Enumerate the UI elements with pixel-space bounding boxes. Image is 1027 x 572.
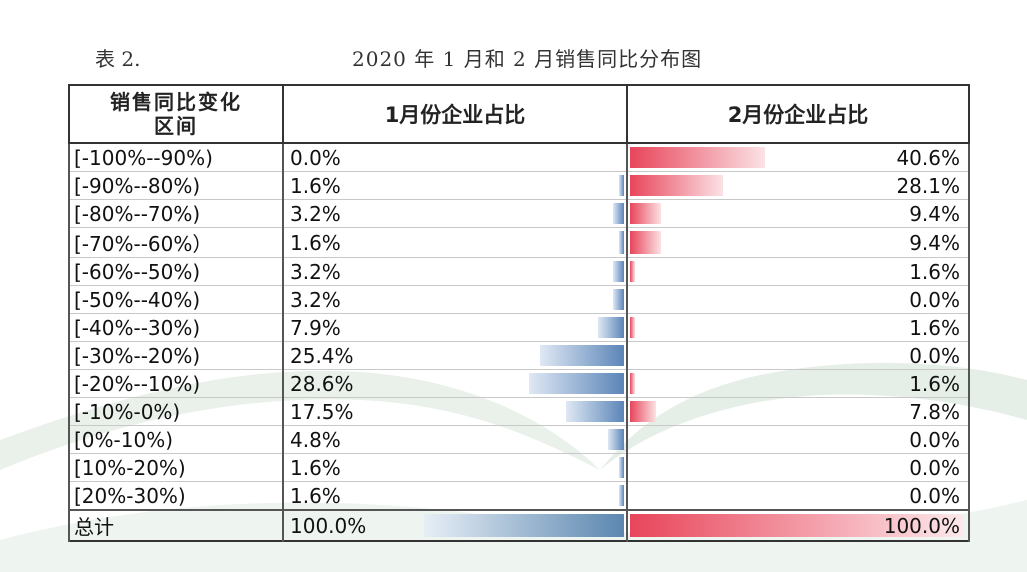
feb-share-cell: 1.6% <box>626 257 970 286</box>
table-row: [-40%--30%) 7.9% 1.6% <box>68 313 970 342</box>
range-cell: [-40%--30%) <box>68 313 284 342</box>
jan-share-cell: 3.2% <box>282 199 628 228</box>
jan-share-bar <box>613 289 624 310</box>
table-row: [-50%--40%) 3.2% 0.0% <box>68 285 970 314</box>
table-row: [-90%--80%) 1.6% 28.1% <box>68 171 970 200</box>
header-jan: 1月份企业占比 <box>282 84 628 144</box>
range-cell: [20%-30%) <box>68 481 284 511</box>
range-cell: [-20%--10%) <box>68 369 284 398</box>
jan-share-cell: 28.6% <box>282 369 628 398</box>
table-row: [-10%-0%) 17.5% 7.8% <box>68 397 970 426</box>
total-label: 总计 <box>68 509 284 542</box>
caption-title: 2020 年 1 月和 2 月销售同比分布图 <box>352 47 703 71</box>
feb-share-bar <box>630 231 662 254</box>
jan-share-bar <box>618 485 624 506</box>
range-cell: [0%-10%) <box>68 425 284 454</box>
feb-share-cell: 0.0% <box>626 453 970 482</box>
jan-share-bar <box>608 429 624 450</box>
feb-share-cell: 0.0% <box>626 425 970 454</box>
feb-share-bar <box>630 317 636 338</box>
jan-share-cell: 0.0% <box>282 142 628 172</box>
table-row: [-30%--20%) 25.4% 0.0% <box>68 341 970 370</box>
range-cell: [10%-20%) <box>68 453 284 482</box>
jan-share-cell: 3.2% <box>282 257 628 286</box>
jan-share-bar <box>597 317 624 338</box>
feb-share-cell: 0.0% <box>626 341 970 370</box>
table-row: [20%-30%) 1.6% 0.0% <box>68 481 970 511</box>
feb-share-cell: 1.6% <box>626 369 970 398</box>
feb-share-bar <box>630 261 636 282</box>
jan-share-bar <box>424 514 624 537</box>
jan-share-bar <box>618 231 624 254</box>
feb-share-cell: 28.1% <box>626 171 970 200</box>
feb-share-cell: 0.0% <box>626 285 970 314</box>
table-row: [-100%--90%) 0.0% 40.6% <box>68 142 970 172</box>
feb-share-bar <box>630 147 765 168</box>
feb-share-cell: 1.6% <box>626 313 970 342</box>
jan-share-bar <box>618 175 624 196</box>
range-cell: [-100%--90%) <box>68 142 284 172</box>
feb-share-cell: 9.4% <box>626 199 970 228</box>
jan-share-cell: 25.4% <box>282 341 628 370</box>
feb-share-cell: 100.0% <box>626 509 970 542</box>
header-range: 销售同比变化 区间 <box>68 84 284 144</box>
jan-share-cell: 7.9% <box>282 313 628 342</box>
range-cell: [-90%--80%) <box>68 171 284 200</box>
jan-share-bar <box>618 457 624 478</box>
jan-share-bar <box>529 373 624 394</box>
table-row: [10%-20%) 1.6% 0.0% <box>68 453 970 482</box>
range-cell: [-10%-0%) <box>68 397 284 426</box>
feb-share-bar <box>630 175 724 196</box>
jan-share-bar <box>539 345 624 366</box>
range-cell: [-50%--40%) <box>68 285 284 314</box>
total-row: 总计 100.0% 100.0% <box>68 509 970 542</box>
jan-share-cell: 17.5% <box>282 397 628 426</box>
jan-share-cell: 1.6% <box>282 453 628 482</box>
feb-share-cell: 7.8% <box>626 397 970 426</box>
table-row: [-80%--70%) 3.2% 9.4% <box>68 199 970 228</box>
table-row: [0%-10%) 4.8% 0.0% <box>68 425 970 454</box>
table-row: [-20%--10%) 28.6% 1.6% <box>68 369 970 398</box>
jan-share-cell: 1.6% <box>282 227 628 258</box>
feb-share-bar <box>630 203 662 224</box>
range-cell: [-30%--20%) <box>68 341 284 370</box>
feb-share-bar <box>630 514 964 537</box>
jan-share-cell: 1.6% <box>282 171 628 200</box>
table-caption: 表 2. 2020 年 1 月和 2 月销售同比分布图 <box>0 43 1027 73</box>
feb-share-bar <box>630 373 636 394</box>
jan-share-cell: 4.8% <box>282 425 628 454</box>
header-row: 销售同比变化 区间 1月份企业占比 2月份企业占比 <box>68 84 970 144</box>
jan-share-bar <box>613 203 624 224</box>
table-row: [-60%--50%) 3.2% 1.6% <box>68 257 970 286</box>
table-row: [-70%--60%） 1.6% 9.4% <box>68 227 970 258</box>
jan-share-bar <box>613 261 624 282</box>
header-feb: 2月份企业占比 <box>626 84 970 144</box>
caption-label: 表 2. <box>95 47 141 71</box>
sales-yoy-table: 销售同比变化 区间 1月份企业占比 2月份企业占比 [-100%--90%) 0.… <box>68 84 970 542</box>
jan-share-bar <box>565 401 624 422</box>
range-cell: [-60%--50%) <box>68 257 284 286</box>
jan-share-cell: 100.0% <box>282 509 628 542</box>
feb-share-cell: 0.0% <box>626 481 970 511</box>
jan-share-cell: 3.2% <box>282 285 628 314</box>
jan-share-cell: 1.6% <box>282 481 628 511</box>
feb-share-cell: 9.4% <box>626 227 970 258</box>
feb-share-cell: 40.6% <box>626 142 970 172</box>
range-cell: [-80%--70%) <box>68 199 284 228</box>
feb-share-bar <box>630 401 656 422</box>
range-cell: [-70%--60%） <box>68 227 284 258</box>
